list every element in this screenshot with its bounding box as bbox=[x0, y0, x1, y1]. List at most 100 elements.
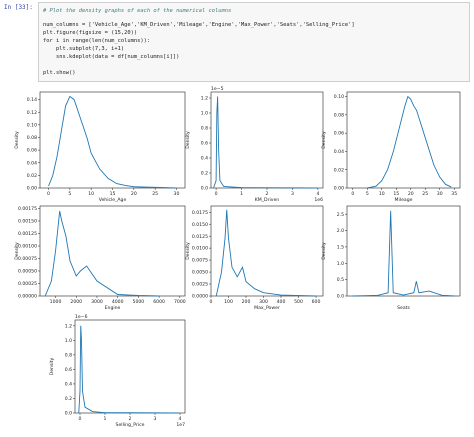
y-tick-label: 0.04 bbox=[27, 160, 37, 166]
y-axis-label: Density bbox=[185, 131, 191, 149]
y-tick-label: 0.6 bbox=[65, 367, 72, 373]
x-tick-label: 500 bbox=[294, 299, 303, 305]
y-tick-label: 0.00050 bbox=[18, 269, 37, 275]
density-line bbox=[48, 95, 177, 189]
y-tick-label: 0.00125 bbox=[18, 231, 37, 237]
x-tick-label: 20 bbox=[131, 191, 137, 197]
y-tick-label: 0.5 bbox=[337, 277, 344, 283]
x-tick-label: 6000 bbox=[153, 299, 165, 305]
y-tick-label: 1.2 bbox=[65, 323, 72, 329]
y-tick-label: 0.00 bbox=[334, 186, 344, 192]
x-tick-label: 5 bbox=[68, 191, 71, 197]
x-tick-label: 35 bbox=[451, 191, 457, 197]
x-tick-label: 30 bbox=[174, 191, 180, 197]
x-axis-label: Engine bbox=[105, 305, 121, 311]
y-tick-label: 0.12 bbox=[27, 110, 37, 116]
x-tick-label: 1 bbox=[240, 191, 243, 197]
y-tick-label: 0.0025 bbox=[192, 282, 208, 288]
x-tick-label: 4000 bbox=[112, 299, 124, 305]
y-tick-label: 0.02 bbox=[334, 167, 344, 173]
y-tick-label: 0.06 bbox=[27, 148, 37, 154]
y-tick-label: 0.00025 bbox=[18, 281, 37, 287]
x-offset-label: 1e7 bbox=[176, 422, 185, 428]
x-tick-label: 3000 bbox=[91, 299, 103, 305]
x-tick-label: 10 bbox=[379, 191, 385, 197]
y-tick-label: 1.5 bbox=[337, 245, 344, 251]
x-tick-label: 400 bbox=[277, 299, 286, 305]
x-tick-label: 3 bbox=[154, 416, 157, 422]
x-tick-label: 0 bbox=[79, 416, 82, 422]
code-line: plt.figure(figsize = (15,20)) bbox=[43, 30, 138, 36]
axes-frame bbox=[346, 91, 461, 189]
code-line: plt.subplot(7,3, i+1) bbox=[43, 46, 125, 52]
x-tick-label: 0 bbox=[210, 299, 213, 305]
axes-frame bbox=[210, 91, 324, 189]
y-tick-label: 2.0 bbox=[337, 228, 344, 234]
y-tick-label: 0.0 bbox=[65, 411, 72, 417]
y-axis-label: Density bbox=[14, 242, 20, 260]
y-tick-label: 1.2 bbox=[201, 96, 208, 102]
x-tick-label: 0 bbox=[47, 191, 50, 197]
y-tick-label: 0.0075 bbox=[192, 258, 208, 264]
y-tick-label: 0.4 bbox=[65, 382, 72, 388]
x-tick-label: 15 bbox=[393, 191, 399, 197]
y-tick-label: 0.0125 bbox=[192, 234, 208, 240]
y-tick-label: 0.14 bbox=[27, 97, 37, 103]
code-line: plt.show() bbox=[43, 70, 76, 76]
y-tick-label: 0.00175 bbox=[18, 206, 37, 212]
x-tick-label: 0 bbox=[351, 191, 354, 197]
x-axis-label: KM_Driven bbox=[255, 197, 280, 203]
y-tick-label: 0.0175 bbox=[192, 210, 208, 216]
axes-frame bbox=[39, 91, 186, 189]
code-line: sns.kdeplot(data = df[num_columns[i]]) bbox=[43, 54, 180, 60]
cell-prompt: In [33]: bbox=[4, 4, 33, 11]
x-offset-label: 1e6 bbox=[314, 197, 323, 203]
y-tick-label: 0.0 bbox=[337, 294, 344, 300]
y-tick-label: 1.0 bbox=[65, 338, 72, 344]
y-tick-label: 0.8 bbox=[201, 126, 208, 132]
y-tick-label: 0.00 bbox=[27, 186, 37, 192]
x-tick-label: 2 bbox=[129, 416, 132, 422]
x-tick-label: 5 bbox=[366, 191, 369, 197]
density-line bbox=[215, 209, 317, 297]
code-cell[interactable]: # Plot the density graphs of each of the… bbox=[38, 2, 470, 82]
density-line bbox=[78, 325, 181, 414]
y-tick-label: 0.4 bbox=[201, 156, 208, 162]
x-tick-label: 0 bbox=[215, 191, 218, 197]
y-tick-label: 0.0150 bbox=[192, 222, 208, 228]
y-axis-label: Density bbox=[49, 357, 55, 375]
x-tick-label: 10 bbox=[88, 191, 94, 197]
axes-frame bbox=[210, 205, 324, 297]
x-tick-label: 4 bbox=[179, 416, 182, 422]
y-tick-label: 0.08 bbox=[27, 135, 37, 141]
y-tick-label: 0.0 bbox=[201, 186, 208, 192]
x-tick-label: 15 bbox=[110, 191, 116, 197]
x-tick-label: 4 bbox=[316, 191, 319, 197]
y-tick-label: 0.0000 bbox=[192, 294, 208, 300]
x-tick-label: 100 bbox=[224, 299, 233, 305]
x-tick-label: 1000 bbox=[50, 299, 62, 305]
y-tick-label: 0.08 bbox=[334, 112, 344, 118]
y-tick-label: 0.00100 bbox=[18, 244, 37, 250]
x-axis-label: Max_Power bbox=[254, 305, 280, 311]
y-tick-label: 0.00075 bbox=[18, 256, 37, 262]
y-tick-label: 0.00000 bbox=[18, 294, 37, 300]
x-tick-label: 2000 bbox=[70, 299, 82, 305]
density-line bbox=[352, 210, 455, 297]
y-tick-label: 0.2 bbox=[201, 171, 208, 177]
density-line bbox=[44, 210, 160, 297]
axes-frame bbox=[346, 205, 461, 297]
x-tick-label: 600 bbox=[312, 299, 321, 305]
y-tick-label: 0.0100 bbox=[192, 246, 208, 252]
x-tick-label: 2 bbox=[266, 191, 269, 197]
axes-frame bbox=[39, 205, 186, 297]
x-tick-label: 25 bbox=[422, 191, 428, 197]
y-tick-label: 0.00150 bbox=[18, 219, 37, 225]
x-tick-label: 200 bbox=[242, 299, 251, 305]
x-tick-label: 7000 bbox=[174, 299, 186, 305]
x-tick-label: 3 bbox=[291, 191, 294, 197]
x-tick-label: 20 bbox=[408, 191, 414, 197]
y-tick-label: 1.0 bbox=[201, 111, 208, 117]
